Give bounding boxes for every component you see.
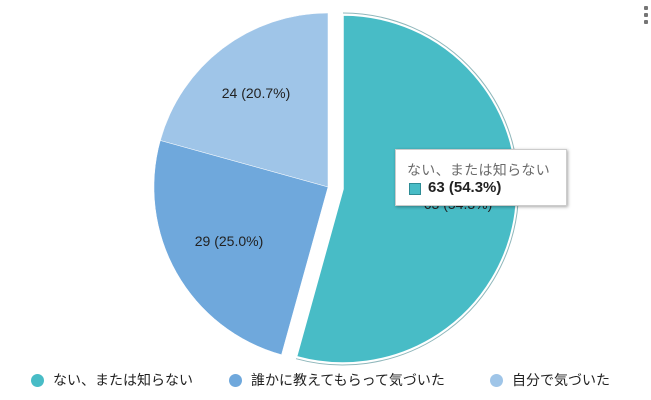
more-vert-icon[interactable] — [644, 6, 650, 27]
legend-label: ない、または知らない — [53, 373, 193, 389]
pie-slice-self-noticed[interactable] — [159, 12, 329, 188]
legend-dot-icon — [31, 373, 44, 387]
pie-slice-told-by-someone[interactable] — [153, 140, 329, 356]
tooltip-value: 63 (54.3%) — [428, 179, 502, 196]
legend-label: 自分で気づいた — [512, 373, 610, 389]
legend-dot-icon — [490, 373, 503, 387]
legend-item-self-noticed[interactable]: 自分で気づいた — [490, 369, 610, 391]
tooltip-color-swatch — [409, 183, 421, 195]
legend-dot-icon — [229, 373, 242, 387]
tooltip-title: ない、または知らない — [407, 163, 550, 179]
chart-legend: ない、または知らない 誰かに教えてもらって気づいた 自分で気づいた — [0, 369, 651, 391]
legend-item-none-or-unknown[interactable]: ない、または知らない — [31, 369, 193, 391]
legend-item-told-by-someone[interactable]: 誰かに教えてもらって気づいた — [229, 369, 445, 391]
pie-slice-highlight-ring — [295, 12, 520, 366]
legend-label: 誰かに教えてもらって気づいた — [251, 373, 445, 389]
slice-label-told-by-someone: 29 (25.0%) — [195, 233, 263, 249]
slice-label-self-noticed: 24 (20.7%) — [222, 85, 290, 101]
chart-tooltip: ない、または知らない 63 (54.3%) — [395, 149, 567, 206]
